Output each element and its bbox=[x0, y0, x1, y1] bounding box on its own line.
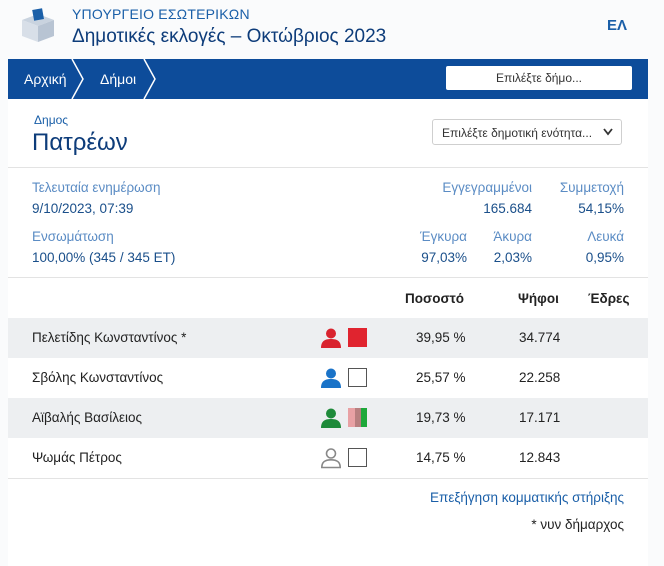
municipality-label: Δημος bbox=[34, 113, 69, 127]
municipal-unit-select[interactable]: Επιλέξτε δημοτική ενότητα... bbox=[432, 119, 622, 145]
party-support-explanation-link[interactable]: Επεξήγηση κομματικής στήριξης bbox=[430, 490, 624, 505]
registered-value: 165.684 bbox=[483, 201, 532, 216]
invalid-value: 2,03% bbox=[493, 250, 532, 265]
valid-label: Έγκυρα bbox=[420, 229, 467, 244]
votes-value: 22.258 bbox=[519, 370, 561, 385]
divider bbox=[8, 277, 648, 278]
table-row[interactable]: Αϊβαλής Βασίλειος 19,73 % 17.171 bbox=[8, 398, 648, 438]
votes-value: 12.843 bbox=[519, 450, 561, 465]
candidate-name: Αϊβαλής Βασίλειος bbox=[32, 410, 143, 425]
candidate-name: Πελετίδης Κωνσταντίνος * bbox=[32, 330, 187, 345]
party-color-box bbox=[348, 408, 367, 427]
candidate-name: Ψωμάς Πέτρος bbox=[32, 450, 122, 465]
column-header-seats: Έδρες bbox=[588, 291, 630, 306]
party-color-box bbox=[348, 328, 367, 347]
table-row[interactable]: Πελετίδης Κωνσταντίνος * 39,95 % 34.774 bbox=[8, 318, 648, 358]
turnout-value: 54,15% bbox=[578, 201, 624, 216]
breadcrumb-chevron-icon bbox=[143, 59, 156, 99]
table-row[interactable]: Ψωμάς Πέτρος 14,75 % 12.843 bbox=[8, 438, 648, 478]
page-title: Δημοτικές εκλογές – Οκτώβριος 2023 bbox=[72, 26, 387, 47]
integration-value: 100,00% (345 / 345 ΕΤ) bbox=[32, 250, 176, 265]
incumbent-mayor-note: * νυν δήμαρχος bbox=[531, 517, 624, 532]
last-update-label: Τελευταία ενημέρωση bbox=[32, 180, 161, 195]
municipal-unit-select-label: Επιλέξτε δημοτική ενότητα... bbox=[442, 126, 593, 140]
last-update-value: 9/10/2023, 07:39 bbox=[32, 201, 134, 216]
valid-value: 97,03% bbox=[421, 250, 467, 265]
column-header-votes: Ψήφοι bbox=[518, 291, 559, 306]
person-icon bbox=[321, 328, 341, 348]
ministry-name: ΥΠΟΥΡΓΕΙΟ ΕΣΩΤΕΡΙΚΩΝ bbox=[72, 6, 250, 22]
person-outline-icon bbox=[320, 448, 342, 469]
person-icon bbox=[321, 368, 341, 388]
percent-value: 19,73 % bbox=[416, 410, 466, 425]
percent-value: 25,57 % bbox=[416, 370, 466, 385]
breadcrumb-home[interactable]: Αρχική bbox=[24, 71, 67, 87]
divider bbox=[8, 478, 648, 479]
percent-value: 14,75 % bbox=[416, 450, 466, 465]
column-header-percent: Ποσοστό bbox=[405, 291, 464, 306]
party-color-box bbox=[348, 368, 367, 387]
percent-value: 39,95 % bbox=[416, 330, 466, 345]
breadcrumb-chevron-icon bbox=[71, 59, 84, 99]
party-color-box bbox=[348, 448, 367, 467]
integration-label: Ενσωμάτωση bbox=[32, 229, 114, 244]
table-row[interactable]: Σβόλης Κωνσταντίνος 25,57 % 22.258 bbox=[8, 358, 648, 398]
chevron-down-icon bbox=[603, 128, 613, 136]
navbar: Αρχική Δήμοι Επιλέξτε δήμο... bbox=[8, 59, 648, 99]
breadcrumb-municipalities[interactable]: Δήμοι bbox=[100, 71, 137, 87]
votes-value: 17.171 bbox=[519, 410, 561, 425]
turnout-label: Συμμετοχή bbox=[559, 180, 624, 195]
results-panel: Δημος Πατρέων Επιλέξτε δημοτική ενότητα.… bbox=[8, 99, 648, 566]
invalid-label: Άκυρα bbox=[493, 229, 532, 244]
candidate-name: Σβόλης Κωνσταντίνος bbox=[32, 370, 164, 385]
blank-value: 0,95% bbox=[585, 250, 624, 265]
person-icon bbox=[321, 408, 341, 428]
registered-label: Εγγεγραμμένοι bbox=[442, 180, 532, 195]
municipality-name: Πατρέων bbox=[32, 129, 128, 156]
ballot-box-logo-icon bbox=[18, 6, 58, 44]
votes-value: 34.774 bbox=[519, 330, 561, 345]
municipality-select[interactable]: Επιλέξτε δήμο... bbox=[446, 66, 632, 90]
blank-label: Λευκά bbox=[587, 229, 624, 244]
divider bbox=[8, 167, 648, 168]
language-switch[interactable]: ΕΛ bbox=[607, 17, 628, 34]
